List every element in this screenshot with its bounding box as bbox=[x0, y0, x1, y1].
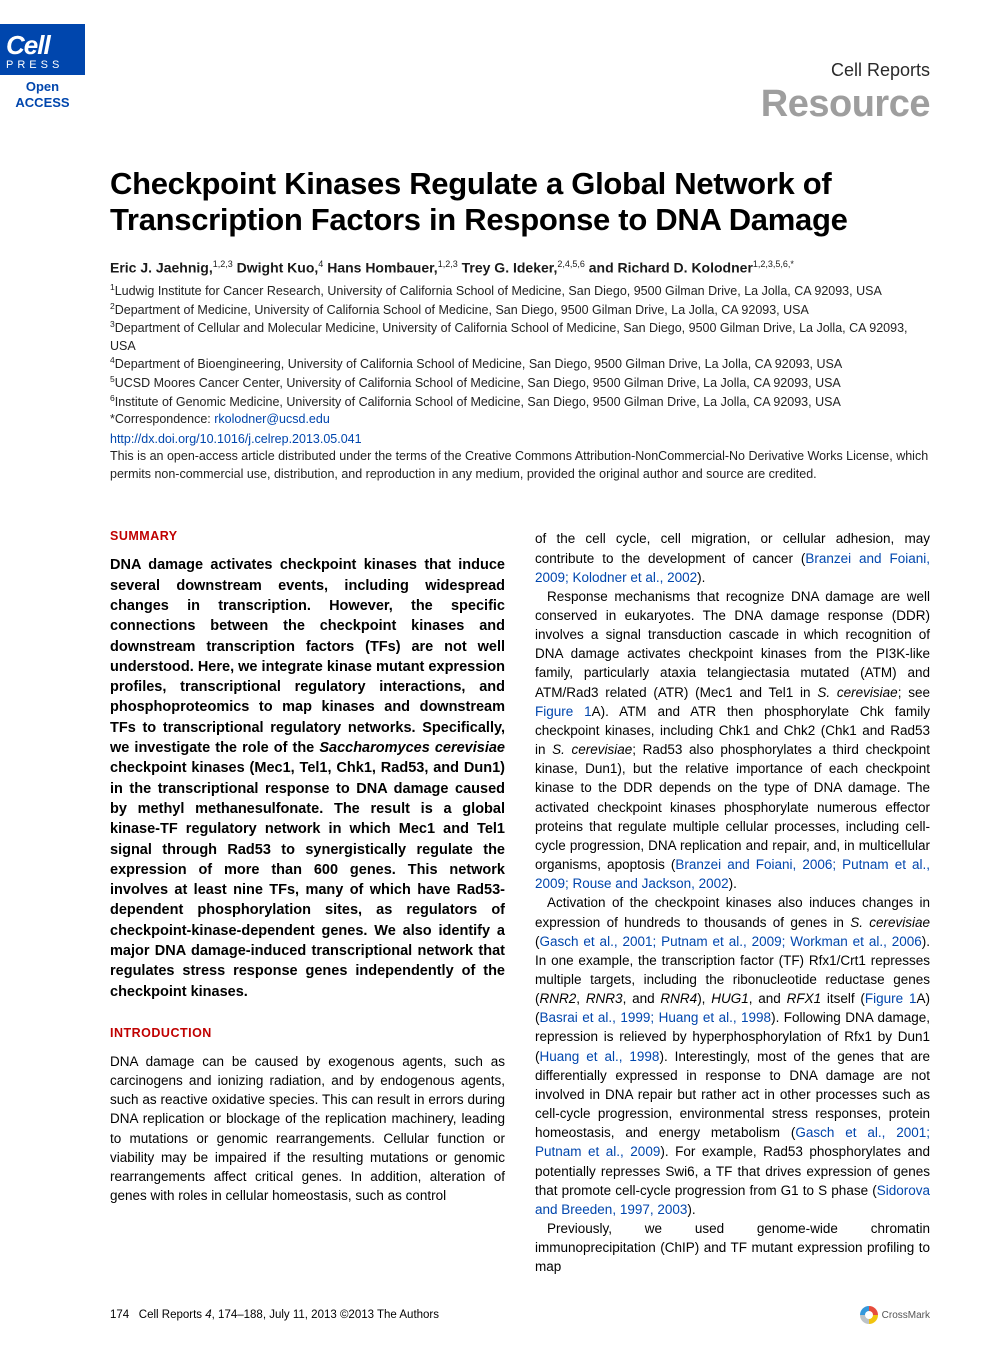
doi-link[interactable]: http://dx.doi.org/10.1016/j.celrep.2013.… bbox=[110, 431, 362, 449]
author-list: Eric J. Jaehnig,1,2,3 Dwight Kuo,4 Hans … bbox=[110, 259, 930, 276]
right-column: of the cell cycle, cell migration, or ce… bbox=[535, 529, 930, 1276]
affiliation-line: 5UCSD Moores Cancer Center, University o… bbox=[110, 374, 930, 393]
article-title: Checkpoint Kinases Regulate a Global Net… bbox=[110, 166, 930, 237]
affiliation-line: 6Institute of Genomic Medicine, Universi… bbox=[110, 393, 930, 412]
correspondence-label: *Correspondence: bbox=[110, 412, 214, 426]
intro-left-text: DNA damage can be caused by exogenous ag… bbox=[110, 1052, 505, 1205]
open-access-label: OpenACCESS bbox=[0, 79, 85, 110]
body-columns: SUMMARY DNA damage activates checkpoint … bbox=[110, 529, 930, 1276]
summary-heading: SUMMARY bbox=[110, 529, 505, 543]
logo-text-top: Cell bbox=[6, 34, 79, 57]
article-type: Resource bbox=[110, 83, 930, 126]
body-paragraph: Response mechanisms that recognize DNA d… bbox=[535, 587, 930, 894]
affiliation-line: 3Department of Cellular and Molecular Me… bbox=[110, 319, 930, 355]
body-paragraph: Previously, we used genome-wide chromati… bbox=[535, 1219, 930, 1276]
correspondence-line: *Correspondence: rkolodner@ucsd.edu bbox=[110, 411, 930, 429]
journal-header: Cell Reports Resource bbox=[110, 60, 930, 126]
intro-p1: DNA damage can be caused by exogenous ag… bbox=[110, 1052, 505, 1205]
correspondence-email[interactable]: rkolodner@ucsd.edu bbox=[214, 412, 330, 426]
cell-press-logo: Cell PRESS bbox=[0, 24, 85, 75]
crossmark-badge[interactable]: CrossMark bbox=[860, 1306, 930, 1324]
page-number: 174 bbox=[110, 1309, 129, 1321]
logo-text-bottom: PRESS bbox=[6, 59, 79, 71]
page-footer: 174 Cell Reports 4, 174–188, July 11, 20… bbox=[110, 1306, 930, 1324]
affiliation-lines: 1Ludwig Institute for Cancer Research, U… bbox=[110, 282, 930, 411]
license-text: This is an open-access article distribut… bbox=[110, 448, 930, 483]
publisher-badge: Cell PRESS OpenACCESS bbox=[0, 24, 85, 111]
introduction-heading: INTRODUCTION bbox=[110, 1026, 505, 1040]
affiliation-line: 4Department of Bioengineering, Universit… bbox=[110, 355, 930, 374]
body-paragraph: of the cell cycle, cell migration, or ce… bbox=[535, 529, 930, 586]
affiliations-block: 1Ludwig Institute for Cancer Research, U… bbox=[110, 282, 930, 483]
crossmark-icon bbox=[860, 1306, 878, 1324]
footer-citation-text: Cell Reports 4, 174–188, July 11, 2013 ©… bbox=[139, 1309, 439, 1321]
body-paragraph: Activation of the checkpoint kinases als… bbox=[535, 893, 930, 1219]
affiliation-line: 1Ludwig Institute for Cancer Research, U… bbox=[110, 282, 930, 301]
affiliation-line: 2Department of Medicine, University of C… bbox=[110, 301, 930, 320]
journal-name: Cell Reports bbox=[110, 60, 930, 81]
crossmark-label: CrossMark bbox=[882, 1310, 930, 1321]
left-column: SUMMARY DNA damage activates checkpoint … bbox=[110, 529, 505, 1276]
footer-citation: 174 Cell Reports 4, 174–188, July 11, 20… bbox=[110, 1309, 439, 1321]
summary-body: DNA damage activates checkpoint kinases … bbox=[110, 555, 505, 1002]
